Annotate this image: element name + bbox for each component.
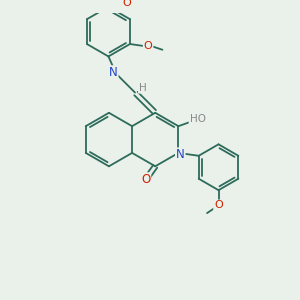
Text: O: O [144,41,152,51]
Text: N: N [109,66,118,79]
Text: O: O [214,200,223,210]
Text: HO: HO [190,113,206,124]
Text: O: O [141,173,150,186]
Text: H: H [139,83,146,93]
Text: O: O [122,0,131,8]
Text: N: N [176,148,185,161]
